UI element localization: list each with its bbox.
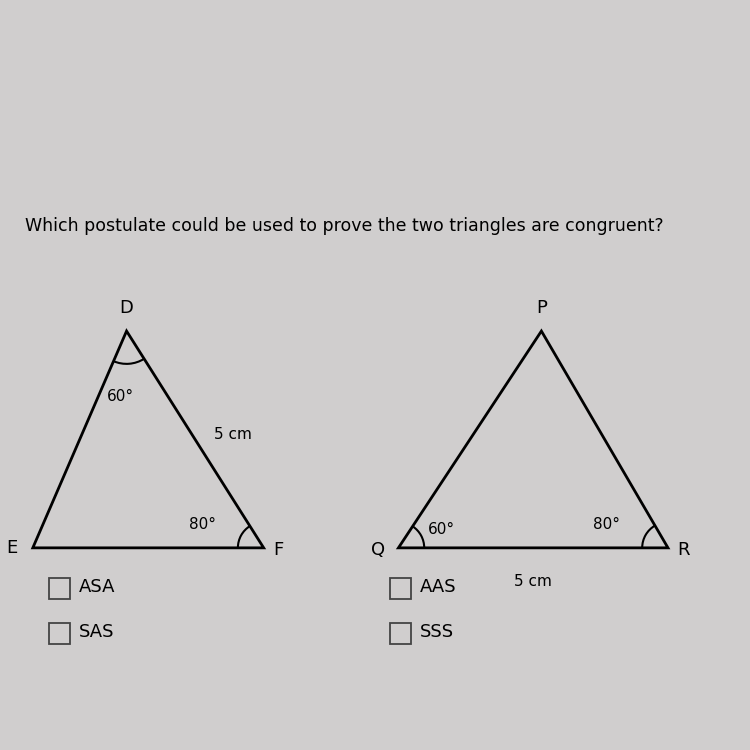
- Text: 60°: 60°: [427, 523, 455, 538]
- Text: 80°: 80°: [593, 517, 620, 532]
- Text: SSS: SSS: [420, 623, 454, 641]
- Text: E: E: [6, 538, 17, 556]
- Text: 80°: 80°: [188, 518, 215, 532]
- Text: Which postulate could be used to prove the two triangles are congruent?: Which postulate could be used to prove t…: [25, 217, 663, 236]
- Text: R: R: [677, 542, 690, 560]
- Text: Q: Q: [371, 542, 386, 560]
- Text: F: F: [273, 542, 284, 560]
- Text: 5 cm: 5 cm: [214, 427, 252, 442]
- Text: D: D: [120, 299, 134, 317]
- Text: AAS: AAS: [420, 578, 457, 596]
- Text: SAS: SAS: [79, 623, 114, 641]
- Text: P: P: [536, 299, 547, 317]
- Text: 5 cm: 5 cm: [514, 574, 552, 589]
- Text: 60°: 60°: [106, 389, 134, 404]
- Text: ASA: ASA: [79, 578, 116, 596]
